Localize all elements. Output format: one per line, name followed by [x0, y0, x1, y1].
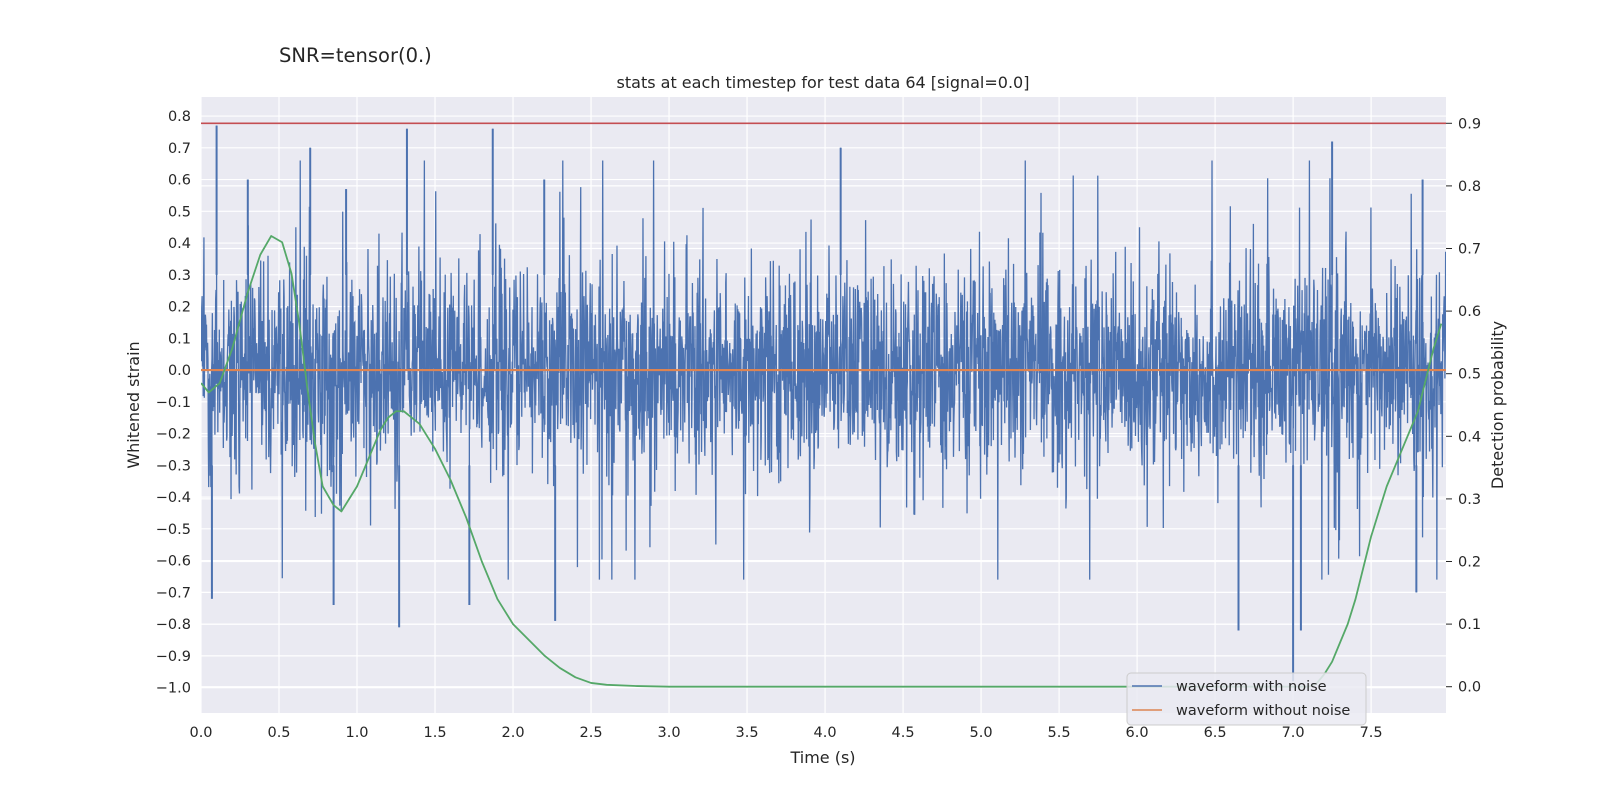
y-tick-label: −0.3 — [156, 458, 191, 474]
x-tick-label: 1.0 — [345, 725, 368, 741]
y-tick-label: 0.0 — [168, 363, 191, 379]
y-tick-label: 0.5 — [168, 204, 191, 220]
y2-tick-label: 0.6 — [1458, 304, 1481, 320]
legend-box — [1126, 672, 1367, 726]
x-tick-label: 7.0 — [1282, 725, 1305, 741]
x-tick-label: 5.0 — [970, 725, 993, 741]
legend-label-clean: waveform without noise — [1176, 703, 1350, 719]
x-tick-label: 3.5 — [736, 725, 759, 741]
y-tick-label: 0.1 — [168, 331, 191, 347]
x-tick-label: 0.0 — [189, 725, 212, 741]
x-tick-label: 3.0 — [658, 725, 681, 741]
y2-tick-label: 0.3 — [1458, 492, 1481, 508]
y-tick-label: 0.8 — [168, 109, 191, 125]
y-tick-labels: 0.8 0.7 0.6 0.5 0.4 0.3 0.2 0.1 0.0 −0.1 −0.2 −0.3 −… — [156, 109, 191, 697]
y2-axis-label: Detection probability — [1488, 321, 1507, 489]
y-axis-label: Whitened strain — [124, 341, 143, 468]
y-tick-label: 0.4 — [168, 236, 191, 252]
chart-title: stats at each timestep for test data 64 … — [617, 73, 1030, 92]
y2-tick-label: 0.5 — [1458, 367, 1481, 383]
y-tick-label: 0.2 — [168, 300, 191, 316]
y2-tick-label: 0.2 — [1458, 555, 1481, 571]
x-tick-label: 1.5 — [423, 725, 446, 741]
y2-tick-labels: 0.9 0.8 0.7 0.6 0.5 0.4 0.3 0.2 0.1 0.0 — [1446, 116, 1481, 696]
x-tick-labels: 0.0 0.5 1.0 1.5 2.0 2.5 3.0 3.5 4.0 4.5 5.0 5.5 6.0 6… — [189, 725, 1382, 741]
x-tick-label: 4.5 — [892, 725, 915, 741]
y-tick-label: 0.7 — [168, 141, 191, 157]
y-tick-label: −0.9 — [156, 649, 191, 665]
series-waveform-with-noise — [201, 125, 1446, 682]
y-tick-label: −1.0 — [156, 681, 191, 697]
y-tick-label: −0.4 — [156, 490, 191, 506]
y-tick-label: −0.7 — [156, 585, 191, 601]
x-tick-label: 6.5 — [1204, 725, 1227, 741]
y-tick-label: −0.6 — [156, 554, 191, 570]
legend: waveform with noise waveform without noi… — [1126, 672, 1367, 726]
x-tick-label: 7.5 — [1360, 725, 1383, 741]
y-tick-label: −0.1 — [156, 395, 191, 411]
y2-tick-label: 0.7 — [1458, 241, 1481, 257]
probability-trace — [201, 235, 1443, 688]
y-tick-label: 0.6 — [168, 173, 191, 189]
y-tick-label: 0.3 — [168, 268, 191, 284]
x-tick-label: 2.5 — [580, 725, 603, 741]
y2-tick-label: 0.4 — [1458, 429, 1481, 445]
y2-tick-label: 0.8 — [1458, 179, 1481, 195]
x-tick-label: 2.0 — [501, 725, 524, 741]
y-tick-label: −0.2 — [156, 427, 191, 443]
legend-label-noise: waveform with noise — [1176, 679, 1327, 695]
x-tick-label: 0.5 — [267, 725, 290, 741]
y-tick-label: −0.5 — [156, 522, 191, 538]
y-tick-label: −0.8 — [156, 617, 191, 633]
y2-tick-label: 0.0 — [1458, 680, 1481, 696]
figure-suptitle: SNR=tensor(0.) — [279, 44, 432, 67]
y2-tick-label: 0.1 — [1458, 617, 1481, 633]
series-detection-probability — [201, 235, 1443, 688]
x-tick-label: 5.5 — [1048, 725, 1071, 741]
x-tick-label: 4.0 — [814, 725, 837, 741]
x-tick-label: 6.0 — [1126, 725, 1149, 741]
y2-tick-label: 0.9 — [1458, 116, 1481, 132]
x-axis-label: Time (s) — [789, 748, 855, 767]
